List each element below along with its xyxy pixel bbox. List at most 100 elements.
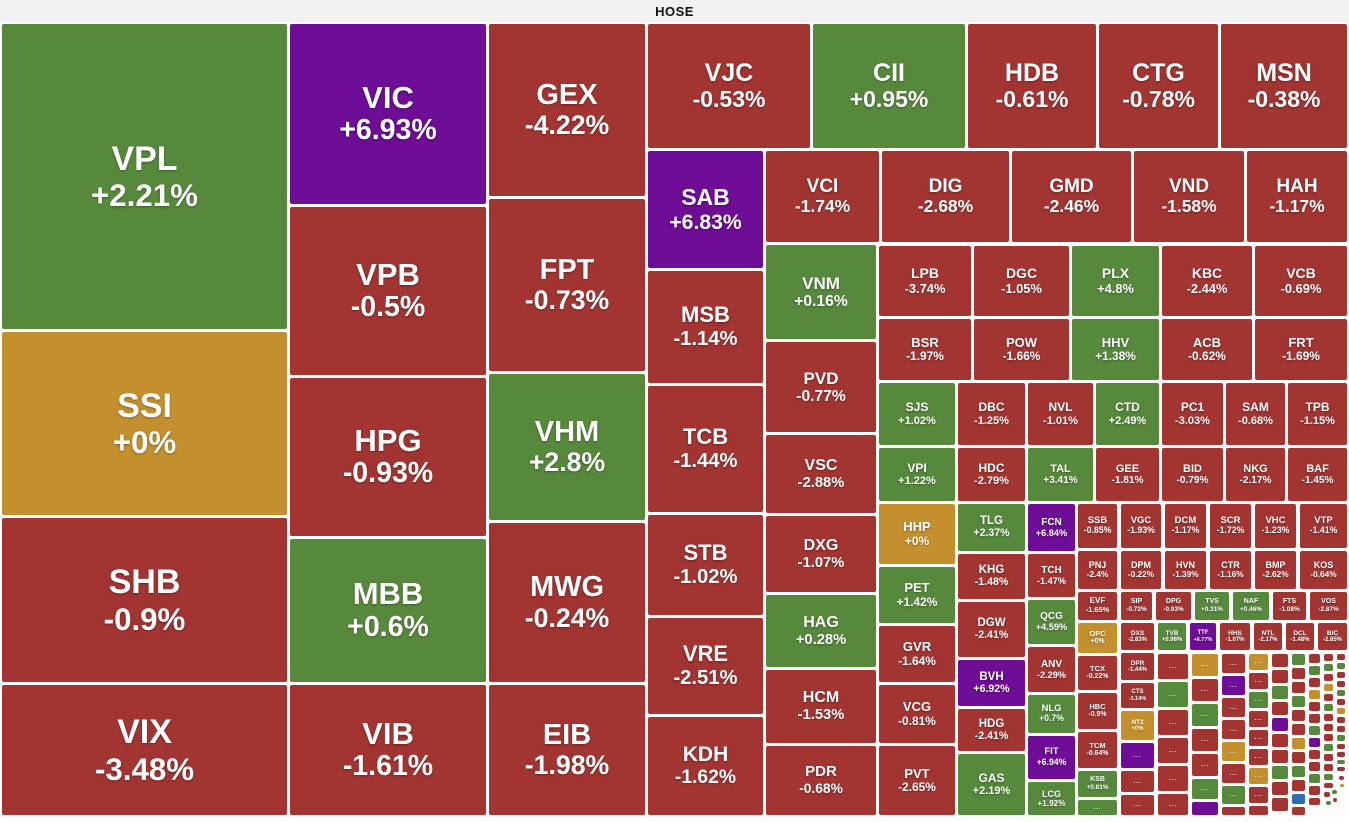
treemap-cell-SSI[interactable]: SSI +0% (2, 332, 287, 515)
treemap-cell-VNM[interactable]: VNM +0.16% (766, 245, 876, 339)
treemap-micro-cell[interactable] (1324, 704, 1333, 711)
treemap-cell-GAS[interactable]: GAS +2.19% (958, 754, 1025, 815)
treemap-cell-VHM[interactable]: VHM +2.8% (489, 374, 645, 520)
treemap-micro-cell[interactable] (1324, 792, 1330, 797)
treemap-cell-DPR[interactable]: DPR -1.44% (1121, 653, 1154, 680)
treemap-micro-cell[interactable] (1309, 762, 1320, 771)
treemap-cell-BMP[interactable]: BMP -2.62% (1255, 551, 1296, 589)
treemap-micro-cell[interactable] (1272, 718, 1288, 731)
treemap-cell-VJC[interactable]: VJC -0.53% (648, 24, 810, 148)
treemap-cell-VCB[interactable]: VCB -0.69% (1255, 246, 1347, 316)
treemap-cell-DGC[interactable]: DGC -1.05% (974, 246, 1069, 316)
treemap-micro-cell[interactable] (1309, 714, 1320, 723)
treemap-cell-CTS[interactable]: CTS -1.14% (1121, 683, 1154, 708)
treemap-micro-cell[interactable]: ... (1192, 779, 1218, 799)
treemap-cell-DBC[interactable]: DBC -1.25% (958, 383, 1025, 445)
treemap-micro-cell[interactable] (1337, 752, 1345, 757)
treemap-cell-PLX[interactable]: PLX +4.8% (1072, 246, 1159, 316)
treemap-micro-cell[interactable] (1309, 738, 1320, 747)
treemap-micro-cell[interactable] (1337, 708, 1345, 714)
treemap-micro-cell[interactable] (1292, 654, 1305, 665)
treemap-cell-KSB[interactable]: KSB +0.81% (1078, 771, 1117, 797)
treemap-cell-MSN[interactable]: MSN -0.38% (1221, 24, 1347, 148)
treemap-cell-VOS[interactable]: VOS -2.87% (1310, 592, 1347, 620)
treemap-micro-cell[interactable]: ... (1249, 654, 1268, 670)
treemap-micro-cell[interactable]: ... (1192, 754, 1218, 776)
treemap-micro-cell[interactable]: ... (1222, 720, 1245, 739)
treemap-cell-VIC[interactable]: VIC +6.93% (290, 24, 486, 204)
treemap-cell-VRE[interactable]: VRE -2.51% (648, 618, 763, 714)
treemap-cell-TAL[interactable]: TAL +3.41% (1028, 448, 1093, 501)
treemap-micro-cell[interactable] (1324, 684, 1333, 691)
treemap-cell-HPG[interactable]: HPG -0.93% (290, 378, 486, 536)
treemap-cell-FPT[interactable]: FPT -0.73% (489, 199, 645, 371)
treemap-cell-TTF[interactable]: TTF +6.77% (1190, 623, 1216, 650)
treemap-cell-VND[interactable]: VND -1.58% (1134, 151, 1244, 242)
treemap-cell-TCM[interactable]: TCM -0.64% (1078, 732, 1117, 768)
treemap-micro-cell[interactable]: ... (1222, 764, 1245, 783)
treemap-cell-STB[interactable]: STB -1.02% (648, 515, 763, 615)
treemap-micro-cell[interactable]: ... (1158, 794, 1188, 815)
treemap-micro-cell[interactable]: ... (1249, 787, 1268, 803)
treemap-micro-cell[interactable] (1324, 714, 1333, 721)
treemap-micro-cell[interactable]: ... (1158, 654, 1188, 679)
treemap-micro-cell[interactable] (1272, 686, 1288, 699)
treemap-cell-HVN[interactable]: HVN -1.39% (1165, 551, 1206, 589)
treemap-micro-cell[interactable] (1324, 764, 1333, 771)
treemap-cell-FRT[interactable]: FRT -1.69% (1255, 319, 1347, 380)
treemap-micro-cell[interactable] (1249, 806, 1268, 815)
treemap-cell-VTP[interactable]: VTP -1.41% (1300, 504, 1347, 548)
treemap-micro-cell[interactable] (1324, 774, 1333, 780)
treemap-cell-VHC[interactable]: VHC -1.23% (1255, 504, 1296, 548)
treemap-cell-MSB[interactable]: MSB -1.14% (648, 271, 763, 383)
treemap-cell-CII[interactable]: CII +0.95% (813, 24, 965, 148)
treemap-micro-cell[interactable] (1309, 654, 1320, 663)
treemap-cell-POW[interactable]: POW -1.66% (974, 319, 1069, 380)
treemap-cell-HDG[interactable]: HDG -2.41% (958, 709, 1025, 751)
treemap-micro-cell[interactable]: ... (1192, 704, 1218, 726)
treemap-micro-cell[interactable] (1337, 699, 1345, 705)
treemap-cell-MWG[interactable]: MWG -0.24% (489, 523, 645, 682)
treemap-cell-LPB[interactable]: LPB -3.74% (879, 246, 971, 316)
treemap-micro-cell[interactable]: ... (1249, 768, 1268, 784)
treemap-micro-cell[interactable]: ... (1121, 795, 1154, 815)
treemap-micro-cell[interactable] (1340, 784, 1344, 787)
treemap-cell-SAB[interactable]: SAB +6.83% (648, 151, 763, 268)
treemap-micro-cell[interactable] (1292, 807, 1305, 815)
treemap-cell-CTD[interactable]: CTD +2.49% (1096, 383, 1159, 445)
treemap-micro-cell[interactable] (1272, 782, 1288, 795)
treemap-cell-VCG[interactable]: VCG -0.81% (879, 685, 955, 743)
treemap-micro-cell[interactable]: ... (1249, 749, 1268, 765)
treemap-micro-cell[interactable] (1292, 710, 1305, 721)
treemap-cell-SCR[interactable]: SCR -1.72% (1210, 504, 1251, 548)
treemap-cell-TLG[interactable]: TLG +2.37% (958, 504, 1025, 551)
treemap-micro-cell[interactable] (1272, 766, 1288, 779)
treemap-cell-VIB[interactable]: VIB -1.61% (290, 685, 486, 815)
treemap-cell-GEX[interactable]: GEX -4.22% (489, 24, 645, 196)
treemap-micro-cell[interactable]: ... (1192, 729, 1218, 751)
treemap-micro-cell[interactable] (1324, 744, 1333, 751)
treemap-micro-cell[interactable] (1324, 664, 1333, 671)
treemap-micro-cell[interactable] (1337, 767, 1345, 771)
treemap-micro-cell[interactable]: ... (1078, 800, 1117, 815)
treemap-micro-cell[interactable]: ... (1249, 711, 1268, 727)
treemap-cell-HBC[interactable]: HBC -0.9% (1078, 693, 1117, 729)
treemap-micro-cell[interactable] (1222, 807, 1245, 815)
treemap-cell-BID[interactable]: BID -0.79% (1162, 448, 1223, 501)
treemap-micro-cell[interactable] (1337, 726, 1345, 732)
treemap-cell-GVR[interactable]: GVR -1.64% (879, 626, 955, 682)
treemap-cell-CTG[interactable]: CTG -0.78% (1099, 24, 1218, 148)
treemap-micro-cell[interactable] (1309, 786, 1320, 795)
treemap-cell-HDC[interactable]: HDC -2.79% (958, 448, 1025, 501)
treemap-cell-DXG[interactable]: DXG -1.07% (766, 516, 876, 592)
treemap-cell-TCB[interactable]: TCB -1.44% (648, 386, 763, 512)
treemap-micro-cell[interactable] (1326, 801, 1331, 805)
treemap-cell-DPG[interactable]: DPG -0.93% (1156, 592, 1191, 620)
treemap-micro-cell[interactable] (1309, 678, 1320, 687)
treemap-micro-cell[interactable] (1339, 776, 1344, 780)
treemap-cell-ANV[interactable]: ANV -2.29% (1028, 647, 1075, 692)
treemap-micro-cell[interactable] (1292, 738, 1305, 749)
treemap-micro-cell[interactable] (1324, 734, 1333, 741)
treemap-cell-TVS[interactable]: TVS +0.31% (1195, 592, 1229, 620)
treemap-micro-cell[interactable] (1292, 724, 1305, 735)
